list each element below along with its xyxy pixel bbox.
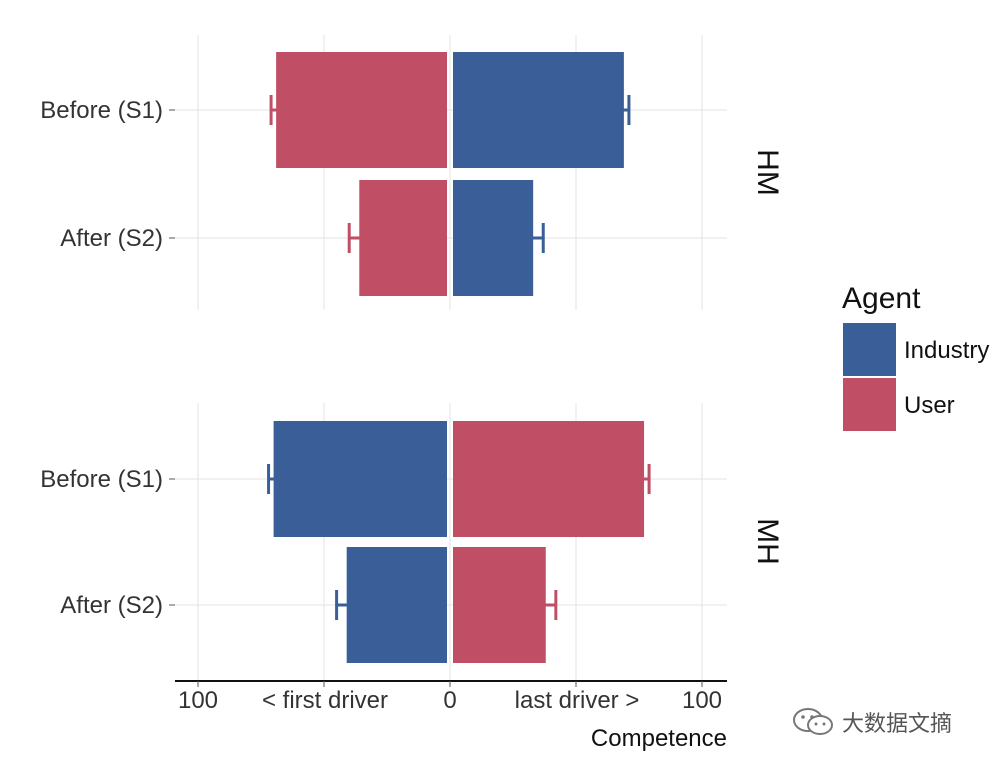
y-tick-label: Before (S1) <box>40 97 163 124</box>
error-bar <box>335 590 359 620</box>
x-axis-title: Competence <box>591 725 727 752</box>
strip-label: HM <box>751 149 784 196</box>
x-tick-label: 0 <box>443 687 456 714</box>
legend-swatch-industry <box>843 323 896 376</box>
bar-industry <box>453 180 534 296</box>
x-tick-label: last driver > <box>515 687 640 714</box>
y-tick-label: After (S2) <box>60 225 163 252</box>
watermark-text: 大数据文摘 <box>842 712 953 737</box>
bar-industry <box>453 52 624 168</box>
y-tick-label: Before (S1) <box>40 466 163 493</box>
error-bar <box>637 464 651 494</box>
legend-title: Agent <box>842 282 921 315</box>
legend-swatch-user <box>843 378 896 431</box>
bar-industry <box>273 421 447 537</box>
bar-user <box>453 547 546 663</box>
bar-user <box>453 421 645 537</box>
x-tick-label: 100 <box>178 687 218 714</box>
error-bar <box>267 464 281 494</box>
error-bar <box>269 95 283 125</box>
error-bar <box>347 223 371 253</box>
watermark: 大数据文摘 <box>792 706 952 738</box>
x-tick-label: 100 <box>682 687 722 714</box>
facet-panel-mh: Before (S1) After (S2) MH <box>40 403 784 680</box>
wechat-icon <box>793 708 833 735</box>
x-tick-label: < first driver <box>262 687 388 714</box>
error-bar <box>521 223 545 253</box>
bar-industry <box>346 547 447 663</box>
bar-user <box>276 52 447 168</box>
facet-panel-hm: Before (S1) After (S2) HM <box>40 35 784 310</box>
legend-label-industry: Industry <box>904 337 989 364</box>
strip-label: MH <box>751 518 784 565</box>
facets: Before (S1) After (S2) HM Before (S1) After … <box>40 35 784 680</box>
x-axis: 100 < first driver 0 last driver > 100 Compet… <box>175 680 727 752</box>
legend-label-user: User <box>904 392 955 419</box>
error-bar <box>617 95 631 125</box>
bar-user <box>359 180 447 296</box>
error-bar <box>534 590 558 620</box>
legend: Agent Industry User <box>842 282 989 431</box>
y-tick-label: After (S2) <box>60 592 163 619</box>
